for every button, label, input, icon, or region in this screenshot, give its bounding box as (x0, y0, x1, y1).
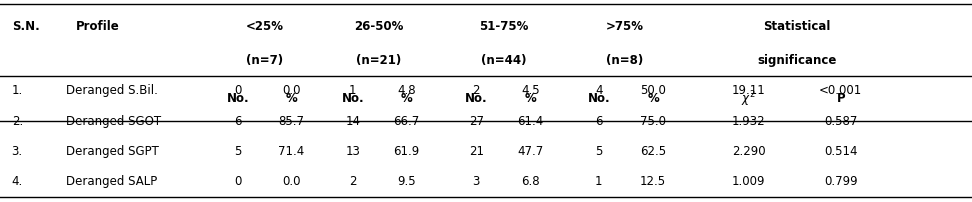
Text: 61.4: 61.4 (517, 115, 544, 128)
Text: 2: 2 (472, 84, 480, 97)
Text: <0.001: <0.001 (819, 84, 862, 97)
Text: 0.514: 0.514 (824, 145, 857, 158)
Text: <25%: <25% (245, 20, 284, 33)
Text: 2: 2 (349, 175, 357, 188)
Text: %: % (400, 93, 412, 105)
Text: 2.290: 2.290 (732, 145, 765, 158)
Text: 61.9: 61.9 (393, 145, 420, 158)
Text: 0.587: 0.587 (824, 115, 857, 128)
Text: No.: No. (465, 93, 488, 105)
Text: 13: 13 (345, 145, 361, 158)
Text: 47.7: 47.7 (517, 145, 544, 158)
Text: 14: 14 (345, 115, 361, 128)
Text: %: % (286, 93, 297, 105)
Text: 9.5: 9.5 (397, 175, 416, 188)
Text: 66.7: 66.7 (393, 115, 420, 128)
Text: 4.: 4. (12, 175, 23, 188)
Text: 2.: 2. (12, 115, 23, 128)
Text: 26-50%: 26-50% (355, 20, 403, 33)
Text: 0.0: 0.0 (282, 84, 301, 97)
Text: 4.8: 4.8 (397, 84, 416, 97)
Text: %: % (525, 93, 537, 105)
Text: 51-75%: 51-75% (479, 20, 528, 33)
Text: 1: 1 (349, 84, 357, 97)
Text: 0: 0 (234, 175, 242, 188)
Text: (n=8): (n=8) (607, 54, 643, 67)
Text: Deranged S.Bil.: Deranged S.Bil. (66, 84, 158, 97)
Text: Deranged SALP: Deranged SALP (66, 175, 157, 188)
Text: Deranged SGOT: Deranged SGOT (66, 115, 161, 128)
Text: significance: significance (757, 54, 837, 67)
Text: 19.11: 19.11 (732, 84, 765, 97)
Text: No.: No. (587, 93, 610, 105)
Text: 75.0: 75.0 (641, 115, 666, 128)
Text: 3: 3 (472, 175, 480, 188)
Text: Statistical: Statistical (763, 20, 831, 33)
Text: 50.0: 50.0 (641, 84, 666, 97)
Text: 4.5: 4.5 (521, 84, 540, 97)
Text: (n=44): (n=44) (481, 54, 526, 67)
Text: 1: 1 (595, 175, 603, 188)
Text: 6: 6 (595, 115, 603, 128)
Text: 21: 21 (469, 145, 484, 158)
Text: Deranged SGPT: Deranged SGPT (66, 145, 159, 158)
Text: No.: No. (341, 93, 364, 105)
Text: %: % (647, 93, 659, 105)
Text: S.N.: S.N. (12, 20, 40, 33)
Text: 1.: 1. (12, 84, 23, 97)
Text: P: P (837, 93, 845, 105)
Text: No.: No. (226, 93, 250, 105)
Text: 0.799: 0.799 (824, 175, 857, 188)
Text: 1.009: 1.009 (732, 175, 765, 188)
Text: 5: 5 (595, 145, 603, 158)
Text: 0: 0 (234, 84, 242, 97)
Text: 71.4: 71.4 (278, 145, 305, 158)
Text: (n=21): (n=21) (357, 54, 401, 67)
Text: $\chi^2$: $\chi^2$ (742, 89, 755, 109)
Text: 62.5: 62.5 (641, 145, 666, 158)
Text: 3.: 3. (12, 145, 22, 158)
Text: 5: 5 (234, 145, 242, 158)
Text: 6.8: 6.8 (521, 175, 540, 188)
Text: 27: 27 (469, 115, 484, 128)
Text: Profile: Profile (76, 20, 120, 33)
Text: 1.932: 1.932 (732, 115, 765, 128)
Text: 0.0: 0.0 (282, 175, 301, 188)
Text: (n=7): (n=7) (246, 54, 283, 67)
Text: 4: 4 (595, 84, 603, 97)
Text: 6: 6 (234, 115, 242, 128)
Text: 85.7: 85.7 (279, 115, 304, 128)
Text: 12.5: 12.5 (641, 175, 666, 188)
Text: >75%: >75% (606, 20, 644, 33)
